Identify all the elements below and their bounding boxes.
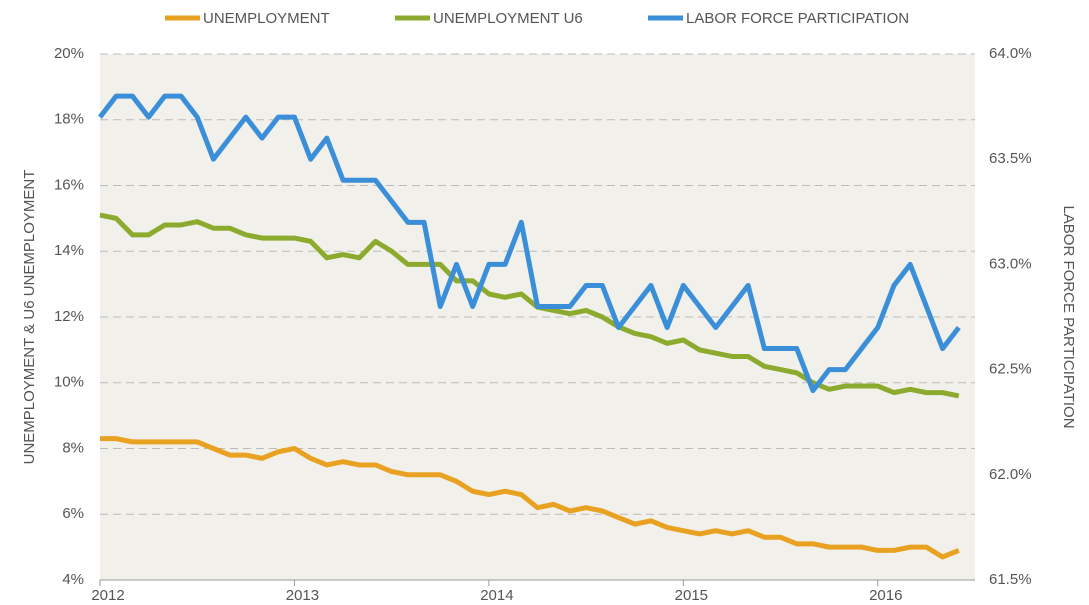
x-tick-label: 2016 [869,587,902,604]
y-tick-label: 16% [54,176,84,193]
x-tick-label: 2015 [675,587,708,604]
y-tick-label: 8% [62,439,84,456]
y2-tick-label: 62.5% [989,361,1032,378]
series-line [98,93,961,394]
y2-tick-label: 63.0% [989,255,1032,272]
y-tick-label: 4% [62,571,84,588]
y-tick-label: 20% [54,45,84,62]
y2-axis-label: LABOR FORCE PARTICIPATION [1060,205,1077,428]
x-tick-label: 2014 [480,587,513,604]
y2-tick-label: 64.0% [989,45,1032,62]
legend-label: LABOR FORCE PARTICIPATION [686,10,909,27]
legend-label: UNEMPLOYMENT [203,10,330,27]
y-tick-label: 18% [54,111,84,128]
x-tick-label: 2012 [91,587,124,604]
y2-tick-label: 61.5% [989,571,1032,588]
series-line [100,436,960,560]
y-tick-label: 12% [54,308,84,325]
y-axis-label: UNEMPLOYMENT & U6 UNEMPLOYMENT [21,170,38,465]
x-tick-label: 2013 [286,587,319,604]
legend-label: UNEMPLOYMENT U6 [433,10,583,27]
y2-tick-label: 63.5% [989,150,1032,167]
y-tick-label: 10% [54,374,84,391]
y2-tick-label: 62.0% [989,466,1032,483]
y-tick-label: 14% [54,242,84,259]
y-tick-label: 6% [62,505,84,522]
